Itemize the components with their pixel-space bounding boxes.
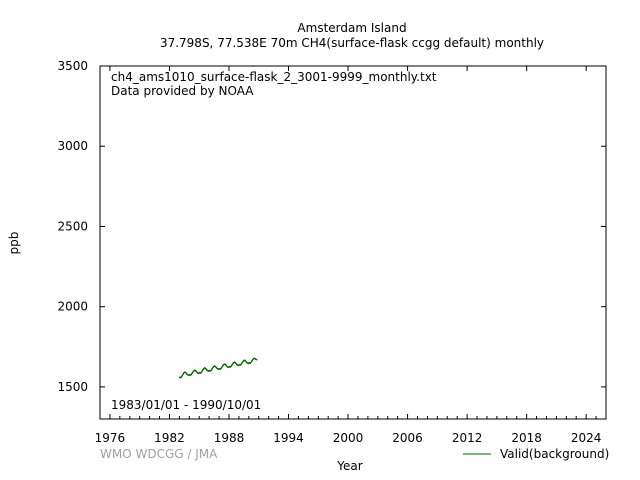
data-point	[181, 374, 184, 377]
x-tick-label: 1994	[273, 431, 304, 445]
data-provider-label: Data provided by NOAA	[111, 84, 254, 98]
y-tick-label: 2000	[57, 300, 88, 314]
data-point	[231, 364, 233, 366]
data-point	[210, 369, 213, 372]
x-tick-label: 2000	[333, 431, 364, 445]
data-point	[255, 358, 258, 361]
data-point	[250, 361, 252, 364]
data-point	[220, 367, 222, 370]
legend-label-valid-background: Valid(background)	[500, 447, 609, 461]
data-point	[182, 373, 184, 375]
plot-area	[99, 65, 607, 420]
x-tick-label: 1988	[214, 431, 245, 445]
data-point	[230, 365, 232, 368]
x-tick-label: 2012	[452, 431, 483, 445]
chart-title-station: Amsterdam Island	[297, 21, 406, 35]
x-axis-ticks: 1976 1982 1988 1994 2000 2006 2012 2018 2024	[95, 66, 607, 445]
y-axis-ticks: 1500 2000 2500 3000 3500	[57, 59, 606, 394]
series-layer	[178, 357, 258, 379]
period-label: 1983/01/01 - 1990/10/01	[111, 398, 261, 412]
data-point	[180, 376, 183, 378]
y-tick-label: 1500	[57, 380, 88, 394]
data-point	[221, 366, 223, 368]
x-tick-label: 2006	[392, 431, 423, 445]
x-tick-label: 2018	[511, 431, 542, 445]
chart-title-details: 37.798S, 77.538E 70m CH4(surface-flask c…	[160, 36, 544, 50]
data-point	[240, 363, 242, 366]
credit-label: WMO WDCGG / JMA	[100, 447, 218, 461]
x-tick-label: 1982	[154, 431, 185, 445]
x-tick-label: 1976	[95, 431, 126, 445]
y-tick-label: 3000	[57, 139, 88, 153]
data-point	[201, 370, 203, 372]
x-tick-label: 2024	[571, 431, 602, 445]
y-tick-label: 2500	[57, 219, 88, 233]
data-point	[200, 371, 203, 374]
legend: Valid(background)	[463, 447, 609, 461]
data-point	[190, 373, 193, 376]
data-point	[250, 360, 253, 363]
file-name-label: ch4_ams1010_surface-flask_2_3001-9999_mo…	[111, 70, 437, 84]
data-point	[240, 362, 243, 364]
data-point	[211, 368, 213, 370]
y-tick-label: 3500	[57, 59, 88, 73]
x-axis-label: Year	[336, 459, 362, 473]
y-axis-label: ppb	[7, 232, 21, 255]
data-point	[191, 372, 193, 374]
